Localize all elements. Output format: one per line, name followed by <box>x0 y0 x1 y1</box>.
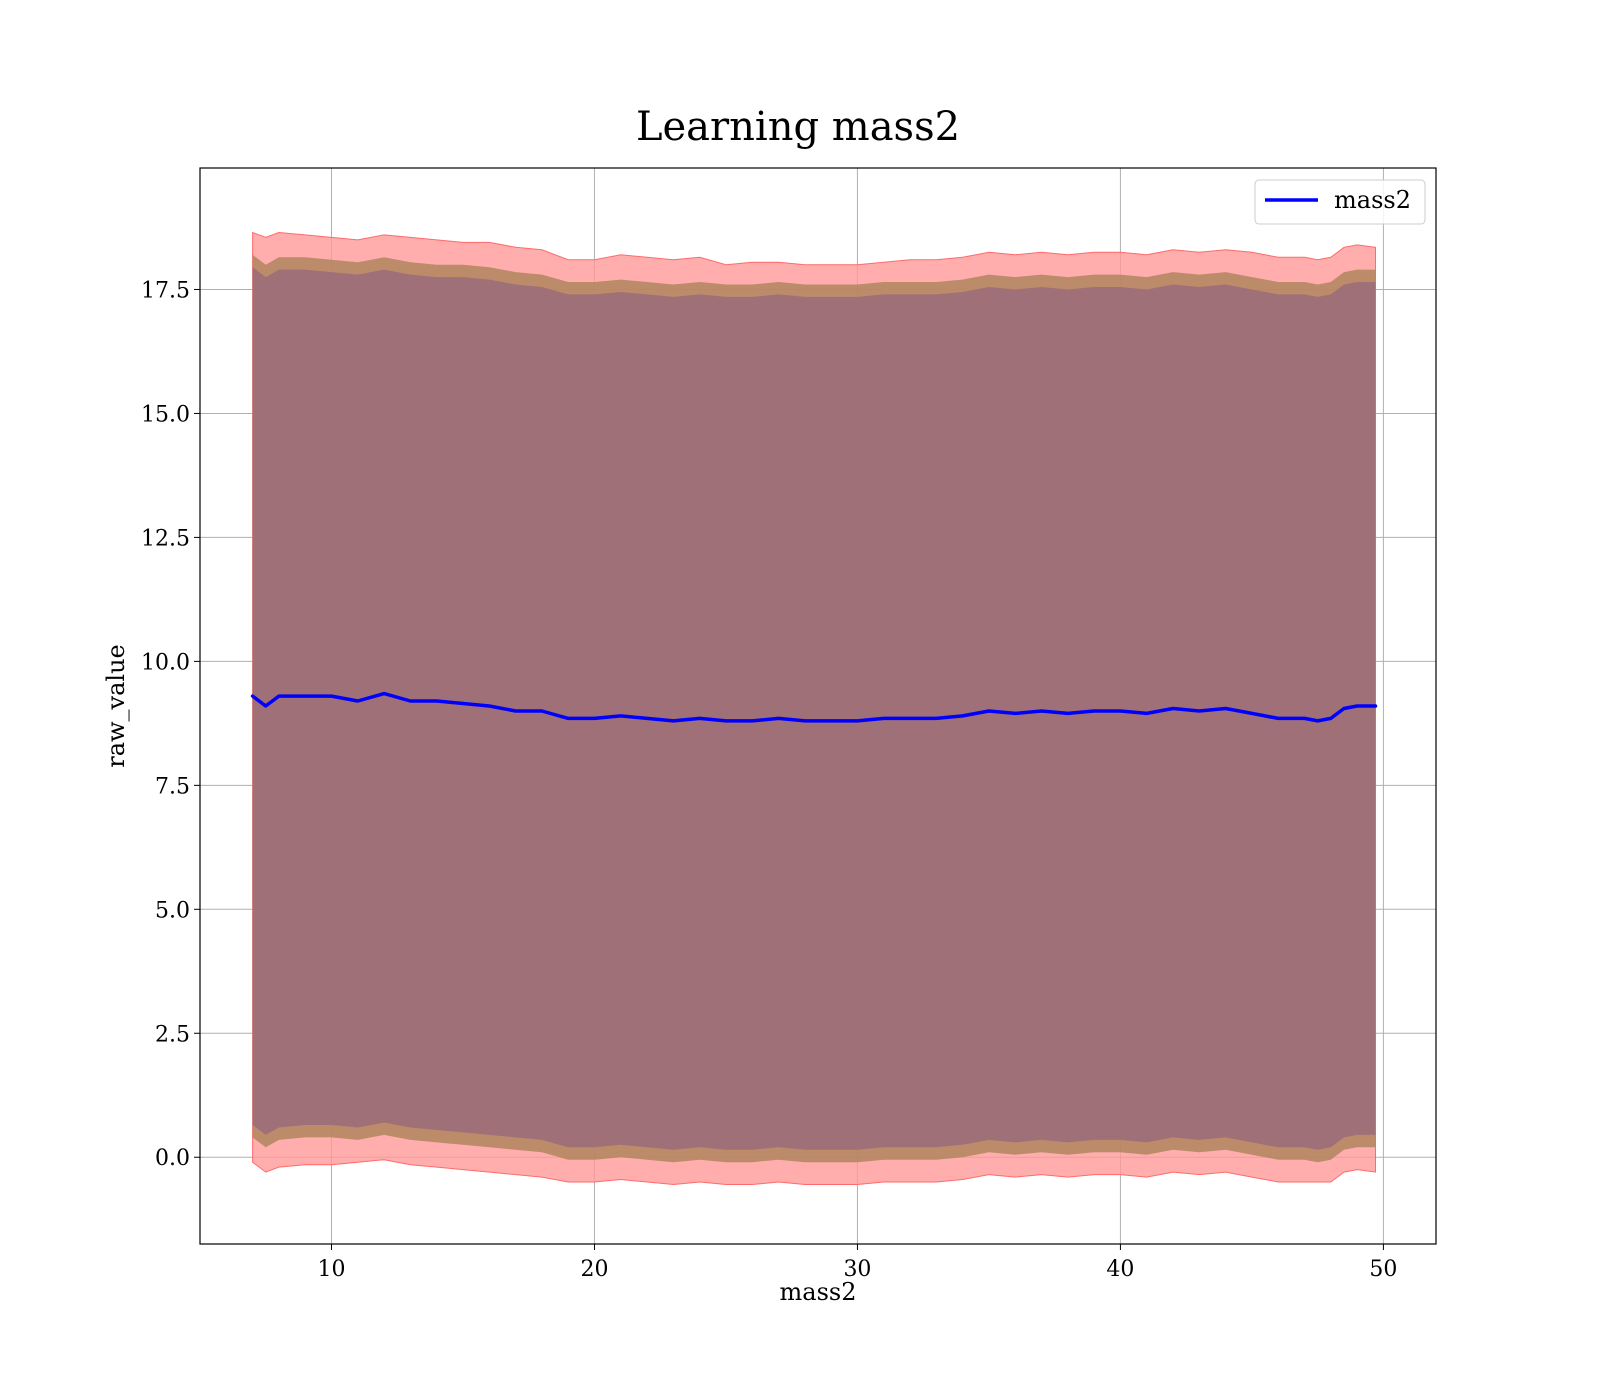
band-inner <box>252 267 1376 1150</box>
series-lines <box>250 691 1378 723</box>
y-tick-label: 17.5 <box>141 278 190 303</box>
x-tick-label: 30 <box>843 1257 871 1282</box>
plot-frame <box>199 167 1437 1245</box>
y-tick-label: 10.0 <box>141 650 190 675</box>
y-tick-label: 5.0 <box>155 898 190 923</box>
x-tick-label: 20 <box>580 1257 608 1282</box>
legend: mass2 <box>1254 179 1426 225</box>
x-axis-ticks: 10 20 30 40 50 <box>317 1244 1397 1282</box>
y-axis-ticks: 0.0 2.5 5.0 7.5 10.0 12.5 15.0 17.5 <box>141 278 200 1171</box>
y-tick-label: 15.0 <box>141 402 190 427</box>
y-tick-label: 7.5 <box>155 774 190 799</box>
confidence-bands <box>252 231 1376 1186</box>
chart-title: Learning mass2 <box>636 104 960 150</box>
x-axis-label: mass2 <box>780 1278 857 1306</box>
x-tick-label: 50 <box>1369 1257 1397 1282</box>
y-axis-label: raw_value <box>102 644 130 768</box>
series-line-mass2 <box>250 691 1378 723</box>
legend-label-mass2: mass2 <box>1334 186 1411 214</box>
y-tick-label: 0.0 <box>155 1146 190 1171</box>
y-tick-label: 2.5 <box>155 1022 190 1047</box>
legend-box <box>1254 179 1426 225</box>
x-tick-label: 40 <box>1106 1257 1134 1282</box>
x-tick-label: 10 <box>317 1257 345 1282</box>
y-tick-label: 12.5 <box>141 526 190 551</box>
